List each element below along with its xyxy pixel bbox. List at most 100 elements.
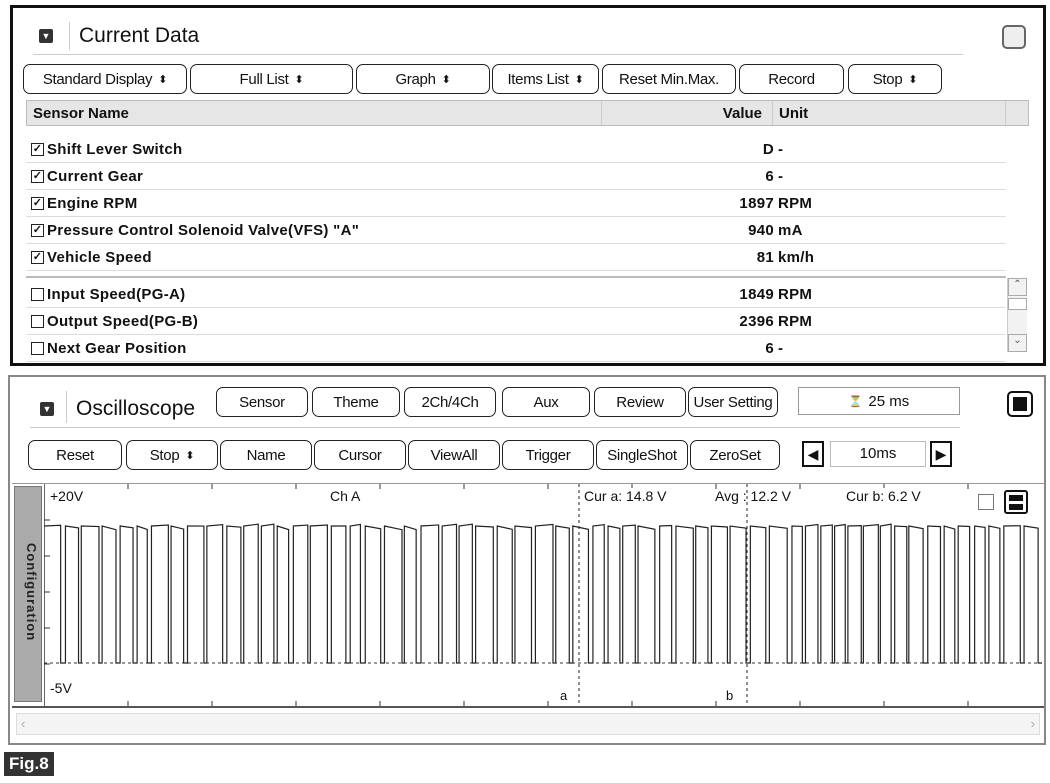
button-label: 2Ch/4Ch xyxy=(421,393,479,411)
sensor-value: 1849 xyxy=(739,286,774,303)
panel-title: Oscilloscope xyxy=(76,397,196,420)
table-row[interactable]: Next Gear Position 6- xyxy=(26,335,1006,362)
row-checkbox[interactable] xyxy=(31,315,44,328)
row-checkbox[interactable]: ✓ xyxy=(31,170,44,183)
sensor-unit: km/h xyxy=(778,249,815,266)
channel-label: Ch A xyxy=(330,488,361,504)
sensor-name: Shift Lever Switch xyxy=(47,141,183,158)
maximize-button[interactable] xyxy=(1007,391,1033,417)
configuration-tab[interactable]: Configuration xyxy=(14,486,42,702)
stop-button[interactable]: Stop ⬍ xyxy=(848,64,942,94)
sensor-unit: RPM xyxy=(778,286,813,303)
oscilloscope-panel: ▼ Oscilloscope Sensor Theme 2Ch/4Ch Aux Revi… xyxy=(8,375,1046,745)
table-row[interactable]: ✓ Engine RPM 1897 RPM xyxy=(26,190,1006,217)
timebase-prev-button[interactable]: ◀ xyxy=(802,441,824,467)
spinner-icon: ⬍ xyxy=(441,73,451,86)
row-checkbox[interactable]: ✓ xyxy=(31,197,44,210)
button-label: Reset xyxy=(56,446,94,464)
sensor-name: Vehicle Speed xyxy=(47,249,152,266)
singleshot-button[interactable]: SingleShot xyxy=(596,440,688,470)
sensor-value: 940 xyxy=(748,222,774,239)
table-header: Sensor Name Value Unit xyxy=(26,100,1029,126)
spinner-icon: ⬍ xyxy=(158,73,168,86)
button-label: Stop xyxy=(872,70,903,88)
sensor-button[interactable]: Sensor xyxy=(216,387,308,417)
signal-trace xyxy=(44,523,1042,664)
cursor-b-readout: Cur b: 6.2 V xyxy=(846,488,921,504)
user-setting-button[interactable]: User Setting xyxy=(688,387,778,417)
row-checkbox[interactable]: ✓ xyxy=(31,143,44,156)
full-list-button[interactable]: Full List ⬍ xyxy=(190,64,353,94)
aux-button[interactable]: Aux xyxy=(502,387,590,417)
button-label: SingleShot xyxy=(607,446,677,464)
scroll-down-icon[interactable]: ⌄ xyxy=(1008,334,1027,352)
sensor-unit: - xyxy=(778,168,784,185)
table-row[interactable]: Output Speed(PG-B) 2396 RPM xyxy=(26,308,1006,335)
review-button[interactable]: Review xyxy=(594,387,686,417)
spinner-icon: ⬍ xyxy=(294,73,304,86)
scroll-thumb[interactable] xyxy=(1008,298,1027,310)
horizontal-scrollbar[interactable]: ‹ › xyxy=(16,713,1040,735)
column-value[interactable]: Value xyxy=(722,105,762,122)
scrollbar[interactable]: ⌃ ⌄ xyxy=(1007,278,1027,352)
column-unit[interactable]: Unit xyxy=(779,105,809,122)
row-checkbox[interactable]: ✓ xyxy=(31,251,44,264)
row-checkbox[interactable] xyxy=(31,288,44,301)
table-row[interactable]: Input Speed(PG-A) 1849 RPM xyxy=(26,281,1006,308)
theme-button[interactable]: Theme xyxy=(312,387,400,417)
sensor-name: Next Gear Position xyxy=(47,340,187,357)
cursor-button[interactable]: Cursor xyxy=(314,440,406,470)
button-label: Trigger xyxy=(525,446,571,464)
scroll-up-icon[interactable]: ⌃ xyxy=(1008,278,1027,296)
row-checkbox[interactable]: ✓ xyxy=(31,224,44,237)
stop-button[interactable]: Stop ⬍ xyxy=(126,440,218,470)
name-button[interactable]: Name xyxy=(220,440,312,470)
table-row[interactable]: ✓ Pressure Control Solenoid Valve(VFS) "A… xyxy=(26,217,1006,244)
button-label: Items List xyxy=(507,70,569,88)
column-sensor-name[interactable]: Sensor Name xyxy=(33,105,129,122)
layout-icon[interactable] xyxy=(1004,490,1028,514)
button-label: Aux xyxy=(533,393,559,411)
table-row[interactable]: ✓ Vehicle Speed 81 km/h xyxy=(26,244,1006,271)
button-label: Full List xyxy=(239,70,289,88)
items-list-button[interactable]: Items List ⬍ xyxy=(492,64,599,94)
sensor-value: 1897 xyxy=(739,195,774,212)
sensor-name: Pressure Control Solenoid Valve(VFS) "A" xyxy=(47,222,360,239)
zeroset-button[interactable]: ZeroSet xyxy=(690,440,780,470)
table-row[interactable]: ✓ Current Gear 6- xyxy=(26,163,1006,190)
trigger-button[interactable]: Trigger xyxy=(502,440,594,470)
reset-button[interactable]: Reset xyxy=(28,440,122,470)
spinner-icon: ⬍ xyxy=(185,449,195,462)
standard-display-button[interactable]: Standard Display ⬍ xyxy=(23,64,187,94)
cursor-a-marker[interactable]: a xyxy=(560,688,568,703)
button-label: User Setting xyxy=(693,393,773,411)
scroll-right-icon[interactable]: › xyxy=(1030,716,1035,731)
y-max-label: +20V xyxy=(50,488,84,504)
row-checkbox[interactable] xyxy=(31,342,44,355)
2ch-4ch-button[interactable]: 2Ch/4Ch xyxy=(404,387,496,417)
button-label: Review xyxy=(616,393,664,411)
timebase-next-button[interactable]: ▶ xyxy=(930,441,952,467)
plot-area[interactable]: Configuration +20V -5V Ch A Cur a: 14.8 … xyxy=(12,483,1044,708)
y-min-label: -5V xyxy=(50,680,72,696)
scroll-left-icon[interactable]: ‹ xyxy=(21,716,26,731)
button-label: Cursor xyxy=(338,446,382,464)
record-button[interactable]: Record xyxy=(739,64,844,94)
table-row[interactable]: ✓ Shift Lever Switch D - xyxy=(26,136,1006,163)
time-display-value: 25 ms xyxy=(868,392,910,410)
viewall-button[interactable]: ViewAll xyxy=(408,440,500,470)
timer-icon: ⏳ xyxy=(848,395,863,408)
button-label: Standard Display xyxy=(42,70,153,88)
sensor-unit: - xyxy=(778,141,784,158)
graph-button[interactable]: Graph ⬍ xyxy=(356,64,490,94)
reset-min-max-button[interactable]: Reset Min.Max. xyxy=(602,64,736,94)
sensor-value: 6 xyxy=(765,340,774,357)
collapse-icon[interactable]: ▼ xyxy=(39,29,53,43)
maximize-button[interactable] xyxy=(1002,25,1026,49)
channel-checkbox[interactable] xyxy=(978,494,994,510)
sensor-unit: mA xyxy=(778,222,803,239)
cursor-b-marker[interactable]: b xyxy=(726,688,734,703)
time-display: ⏳ 25 ms xyxy=(798,387,960,415)
sensor-name: Engine RPM xyxy=(47,195,138,212)
collapse-icon[interactable]: ▼ xyxy=(40,402,54,416)
